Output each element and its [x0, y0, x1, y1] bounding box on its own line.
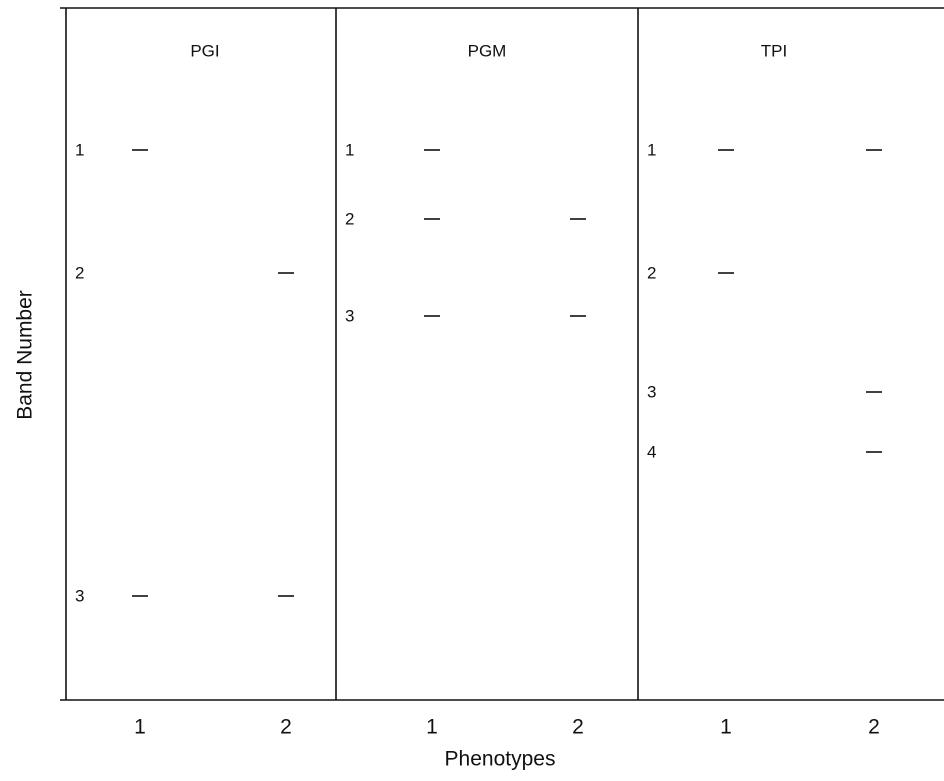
x-tick-label: 1 [720, 716, 732, 739]
band-label: 3 [75, 586, 84, 605]
band-label: 4 [647, 442, 656, 461]
panel-title: PGI [190, 41, 219, 60]
panel-title: TPI [761, 41, 787, 60]
x-tick-label: 2 [572, 716, 584, 739]
band-label: 2 [75, 263, 84, 282]
x-tick-label: 2 [868, 716, 880, 739]
x-tick-label: 1 [134, 716, 146, 739]
band-label: 2 [345, 209, 354, 228]
panel-title: PGM [468, 41, 507, 60]
x-tick-label: 2 [280, 716, 292, 739]
y-axis-label: Band Number [14, 290, 37, 420]
band-label: 3 [345, 306, 354, 325]
band-label: 3 [647, 382, 656, 401]
band-label: 1 [647, 140, 656, 159]
band-label: 2 [647, 263, 656, 282]
band-label: 1 [75, 140, 84, 159]
x-axis-label: Phenotypes [445, 748, 556, 771]
band-label: 1 [345, 140, 354, 159]
diagram: Band Number Phenotypes PGI 1 2 1 2 3 PGM 1 2 1 2 3 T… [0, 0, 944, 781]
x-tick-label: 1 [426, 716, 438, 739]
